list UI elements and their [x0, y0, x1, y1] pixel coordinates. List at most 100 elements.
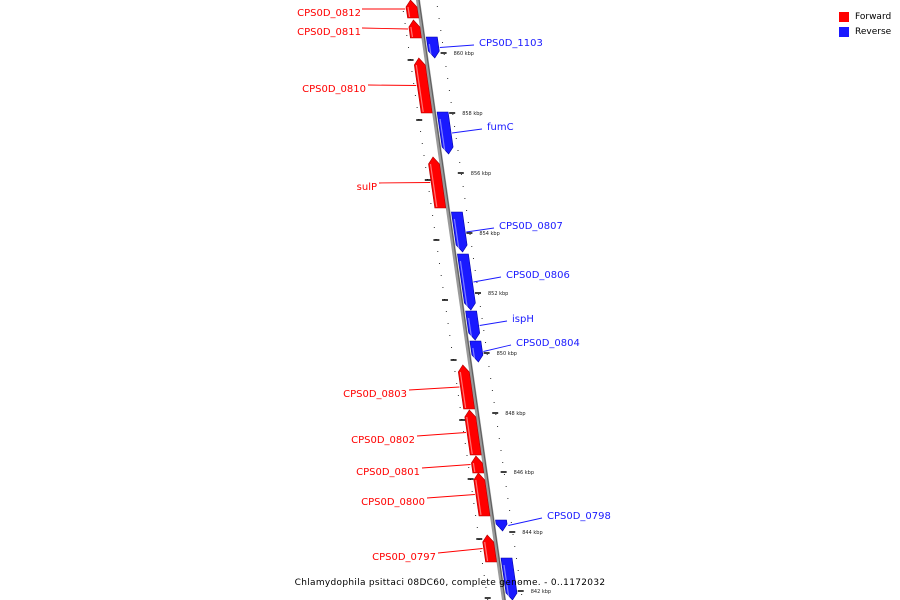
- ruler-dot-right: [515, 558, 517, 559]
- gene-highlight: [459, 260, 469, 310]
- gene-features: CPS0D_0812 CPS0D_0811 CPS0D_1103 CPS0D_0810…: [297, 0, 611, 600]
- gene-leader-line: [421, 464, 471, 469]
- ruler-dot-right: [469, 234, 471, 235]
- forward-gene[interactable]: CPS0D_0797: [372, 534, 497, 563]
- ruler-dot-left: [406, 35, 408, 36]
- gene-highlight: [467, 317, 473, 340]
- reverse-gene[interactable]: [500, 557, 518, 600]
- ruler-dot-right: [490, 378, 492, 379]
- ruler-dot-left: [421, 143, 423, 144]
- gene-label[interactable]: CPS0D_0804: [516, 338, 580, 349]
- forward-gene[interactable]: CPS0D_0800: [361, 472, 491, 517]
- ruler-dot-right: [442, 42, 444, 43]
- gene-arrow[interactable]: [469, 340, 484, 363]
- ruler-dot-right: [495, 414, 497, 415]
- forward-gene[interactable]: CPS0D_0812: [297, 0, 419, 19]
- gene-label[interactable]: CPS0D_0801: [356, 467, 420, 478]
- gene-label[interactable]: CPS0D_0797: [372, 552, 436, 563]
- gene-arrow[interactable]: [495, 519, 508, 532]
- forward-gene[interactable]: CPS0D_0801: [356, 455, 485, 478]
- gene-highlight: [428, 43, 432, 58]
- gene-leader-line: [367, 84, 417, 86]
- gene-label[interactable]: fumC: [487, 122, 514, 133]
- gene-label[interactable]: CPS0D_0810: [302, 84, 366, 95]
- gene-label[interactable]: ispH: [512, 314, 534, 325]
- reverse-gene[interactable]: ispH: [465, 310, 534, 341]
- tick-label: 844 kbp: [522, 530, 542, 536]
- gene-label[interactable]: CPS0D_0812: [297, 8, 361, 19]
- ruler-dot-right: [488, 366, 490, 367]
- gene-arrow[interactable]: [405, 0, 419, 19]
- gene-arrow[interactable]: [436, 111, 454, 155]
- reverse-gene[interactable]: CPS0D_0804: [469, 338, 580, 363]
- ruler-dot-right: [459, 162, 461, 163]
- ruler-dot-left: [430, 203, 432, 204]
- ruler-dot-right: [479, 306, 481, 307]
- gene-arrow[interactable]: [457, 364, 475, 410]
- gene-arrow[interactable]: [408, 19, 422, 39]
- ruler-dot-right: [443, 54, 445, 55]
- gene-leader-line: [483, 344, 512, 352]
- gene-label[interactable]: CPS0D_0807: [499, 221, 563, 232]
- reverse-gene[interactable]: CPS0D_1103: [425, 36, 543, 59]
- ruler-dot-left: [449, 335, 451, 336]
- ruler-dot-left: [413, 83, 415, 84]
- gene-arrow[interactable]: [500, 557, 518, 600]
- ruler-dot-left: [423, 155, 425, 156]
- gene-label[interactable]: CPS0D_0802: [351, 435, 415, 446]
- gene-highlight: [453, 218, 460, 252]
- tick-label: 842 kbp: [531, 589, 551, 595]
- ruler-dot-left: [463, 431, 465, 432]
- gene-highlight: [459, 371, 467, 409]
- gene-arrow[interactable]: [457, 253, 476, 311]
- gene-arrow[interactable]: [413, 57, 433, 114]
- ruler-dot-left: [416, 107, 418, 108]
- forward-gene[interactable]: CPS0D_0803: [343, 364, 475, 410]
- gene-label[interactable]: CPS0D_0803: [343, 389, 407, 400]
- gene-arrow[interactable]: [473, 472, 491, 517]
- gene-label[interactable]: CPS0D_0800: [361, 497, 425, 508]
- gene-label[interactable]: CPS0D_0806: [506, 270, 570, 281]
- gene-highlight: [484, 541, 489, 562]
- forward-gene[interactable]: sulP: [357, 156, 447, 209]
- gene-arrow[interactable]: [425, 36, 440, 59]
- reverse-gene[interactable]: CPS0D_0798: [495, 511, 611, 532]
- gene-leader-line: [466, 227, 495, 233]
- ruler-dot-right: [493, 402, 495, 403]
- ruler-dots: [402, 6, 523, 600]
- forward-gene[interactable]: CPS0D_0810: [302, 57, 433, 114]
- gene-label[interactable]: CPS0D_0811: [297, 27, 361, 38]
- reverse-gene[interactable]: CPS0D_0807: [451, 211, 563, 253]
- gene-arrow[interactable]: [428, 156, 447, 209]
- tick-label: 856 kbp: [471, 171, 491, 177]
- gene-arrow[interactable]: [451, 211, 468, 253]
- gene-arrow[interactable]: [464, 409, 482, 456]
- ruler-dot-left: [437, 251, 439, 252]
- reverse-gene[interactable]: CPS0D_0806: [457, 253, 570, 311]
- forward-gene[interactable]: CPS0D_0811: [297, 19, 422, 39]
- gene-highlight: [407, 6, 411, 18]
- gene-label[interactable]: sulP: [357, 182, 377, 193]
- genome-backbone: [415, 0, 507, 600]
- gene-highlight: [429, 163, 438, 208]
- ruler-dot-left: [433, 227, 435, 228]
- ruler-dot-left: [471, 491, 473, 492]
- gene-leader-line: [437, 548, 483, 554]
- ruler-dot-left: [428, 191, 430, 192]
- ruler-dot-right: [467, 222, 469, 223]
- tick-label: 848 kbp: [505, 411, 525, 417]
- reverse-gene[interactable]: fumC: [436, 111, 514, 155]
- gene-leader-line: [361, 27, 409, 30]
- gene-label[interactable]: CPS0D_1103: [479, 38, 543, 49]
- forward-gene[interactable]: CPS0D_0802: [351, 409, 482, 456]
- ruler-dot-right: [500, 450, 502, 451]
- tick-label: 860 kbp: [454, 51, 474, 57]
- ruler-dot-right: [519, 582, 521, 583]
- gene-arrow[interactable]: [465, 310, 481, 341]
- legend-reverse: Reverse: [839, 24, 891, 39]
- legend-forward: Forward: [839, 9, 891, 24]
- gene-arrow[interactable]: [482, 534, 497, 563]
- ruler-dot-left: [481, 563, 483, 564]
- gene-label[interactable]: CPS0D_0798: [547, 511, 611, 522]
- ruler-dot-left: [480, 551, 482, 552]
